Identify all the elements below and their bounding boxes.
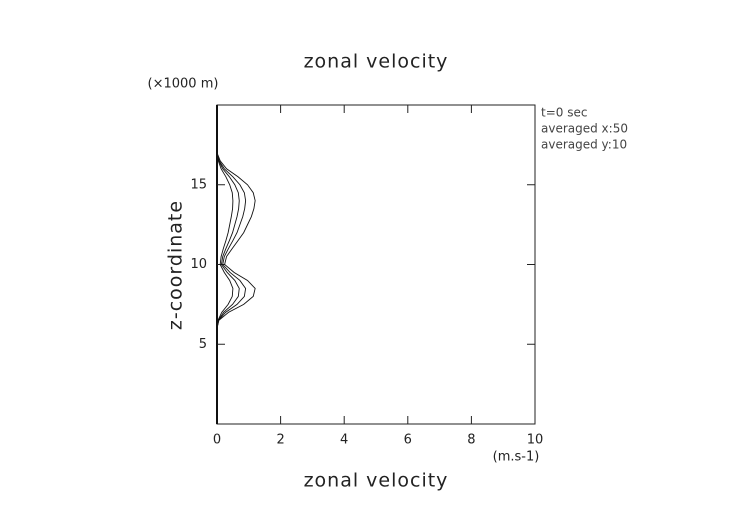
x-tick-label: 4 xyxy=(340,433,348,448)
x-unit: (m.s-1) xyxy=(493,450,540,465)
x-tick-label: 0 xyxy=(213,433,221,448)
y-unit: (×1000 m) xyxy=(148,77,219,92)
y-tick-label: 10 xyxy=(190,257,207,272)
profile-line xyxy=(216,105,247,424)
annotation: averaged y:10 xyxy=(541,138,627,152)
x-tick-label: 10 xyxy=(527,433,544,448)
x-tick-label: 8 xyxy=(467,433,475,448)
y-tick-label: 5 xyxy=(199,337,207,352)
annotation: averaged x:50 xyxy=(541,122,628,136)
annotation: t=0 sec xyxy=(541,106,587,120)
x-tick-label: 2 xyxy=(276,433,284,448)
y-label: z-coordinate xyxy=(165,200,187,330)
chart-title: zonal velocity xyxy=(304,51,449,73)
annotations: t=0 sec averaged x:50 averaged y:10 xyxy=(541,106,628,152)
profile-line xyxy=(216,105,234,424)
profile-line xyxy=(216,105,240,424)
plot-frame xyxy=(216,104,536,425)
x-label: zonal velocity xyxy=(304,470,449,492)
x-tick-label: 6 xyxy=(404,433,412,448)
y-tick-label: 15 xyxy=(190,177,207,192)
profile-line xyxy=(216,105,256,424)
